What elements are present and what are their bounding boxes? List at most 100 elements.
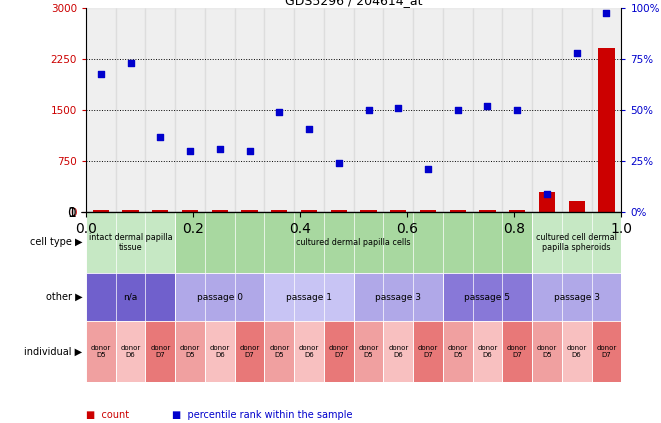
Bar (175, 8, 205, 212)
Text: donor
D5: donor D5 (91, 345, 111, 358)
Bar (116, 321, 145, 382)
Bar (502, 321, 532, 382)
Bar (152, 210, 169, 212)
Point (155, 133, 165, 140)
Text: donor
D5: donor D5 (537, 345, 557, 358)
Text: passage 3: passage 3 (375, 293, 421, 302)
Text: donor
D7: donor D7 (239, 345, 260, 358)
Text: donor
D5: donor D5 (180, 345, 200, 358)
Text: passage 0: passage 0 (197, 293, 243, 302)
Text: donor
D6: donor D6 (566, 345, 587, 358)
Point (126, 60, 136, 67)
Text: donor
D6: donor D6 (299, 345, 319, 358)
Bar (354, 8, 383, 212)
Bar (413, 321, 443, 382)
Bar (473, 8, 502, 212)
Point (453, 107, 463, 114)
Text: cultured cell dermal
papilla spheroids: cultured cell dermal papilla spheroids (536, 233, 617, 252)
Point (512, 107, 523, 114)
Bar (235, 8, 264, 212)
Text: ■  percentile rank within the sample: ■ percentile rank within the sample (172, 410, 352, 420)
Text: cell type ▶: cell type ▶ (30, 237, 83, 247)
Point (334, 160, 344, 167)
Bar (264, 8, 294, 212)
Bar (383, 8, 413, 212)
Title: GDS5296 / 204614_at: GDS5296 / 204614_at (285, 0, 422, 7)
Bar (413, 8, 443, 212)
Bar (354, 321, 383, 382)
Bar (568, 201, 585, 212)
Bar (592, 8, 621, 212)
Text: donor
D6: donor D6 (120, 345, 141, 358)
Bar (420, 210, 436, 212)
Text: donor
D6: donor D6 (210, 345, 230, 358)
Bar (271, 210, 288, 212)
Point (215, 146, 225, 152)
Point (572, 50, 582, 57)
Bar (330, 210, 347, 212)
Bar (539, 192, 555, 212)
Text: ■  count: ■ count (86, 410, 129, 420)
Bar (212, 210, 228, 212)
Point (364, 107, 374, 114)
Bar (592, 321, 621, 382)
Bar (145, 321, 175, 382)
Bar (509, 210, 525, 212)
Text: donor
D6: donor D6 (477, 345, 498, 358)
Bar (294, 8, 324, 212)
Bar (532, 212, 621, 272)
Point (245, 148, 255, 154)
Bar (443, 272, 532, 321)
Bar (443, 321, 473, 382)
Text: individual ▶: individual ▶ (24, 347, 83, 357)
Bar (235, 321, 264, 382)
Bar (241, 210, 258, 212)
Point (96, 70, 106, 77)
Bar (354, 272, 443, 321)
Bar (294, 321, 324, 382)
Bar (443, 8, 473, 212)
Text: passage 5: passage 5 (465, 293, 510, 302)
Bar (562, 321, 592, 382)
Bar (205, 321, 235, 382)
Bar (205, 8, 235, 212)
Bar (324, 8, 354, 212)
Text: donor
D7: donor D7 (596, 345, 617, 358)
Text: cultured dermal papilla cells: cultured dermal papilla cells (296, 238, 411, 247)
Point (483, 103, 493, 110)
Text: donor
D6: donor D6 (388, 345, 408, 358)
Bar (360, 210, 377, 212)
Point (304, 125, 315, 132)
Bar (116, 8, 145, 212)
Bar (383, 321, 413, 382)
Point (274, 109, 285, 115)
Bar (145, 8, 175, 212)
Text: passage 1: passage 1 (286, 293, 332, 302)
Bar (93, 210, 109, 212)
Text: donor
D7: donor D7 (329, 345, 349, 358)
Point (393, 105, 404, 112)
Text: passage 3: passage 3 (554, 293, 600, 302)
Bar (175, 321, 205, 382)
Bar (175, 272, 264, 321)
Point (542, 190, 553, 197)
Point (602, 9, 612, 16)
Bar (598, 48, 615, 212)
Text: other ▶: other ▶ (46, 292, 83, 302)
Bar (264, 272, 354, 321)
Bar (479, 210, 496, 212)
Text: intact dermal papilla
tissue: intact dermal papilla tissue (89, 233, 173, 252)
Bar (122, 209, 139, 212)
Bar (449, 210, 466, 212)
Bar (264, 321, 294, 382)
Point (185, 148, 196, 154)
Bar (301, 210, 317, 212)
Text: donor
D7: donor D7 (418, 345, 438, 358)
Point (423, 166, 434, 173)
Bar (532, 8, 562, 212)
Bar (175, 212, 532, 272)
Text: donor
D7: donor D7 (507, 345, 527, 358)
Bar (562, 8, 592, 212)
Text: donor
D5: donor D5 (358, 345, 379, 358)
Bar (86, 272, 175, 321)
